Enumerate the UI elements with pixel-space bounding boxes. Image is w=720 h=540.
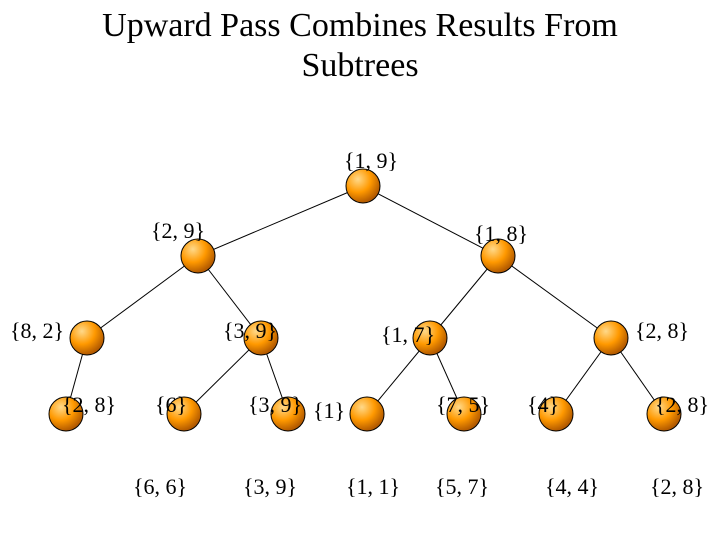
node-label: {4, 4} [545, 474, 599, 500]
node-label: {2, 8} [635, 318, 689, 344]
tree-node [350, 397, 384, 431]
node-label: {6, 6} [133, 474, 187, 500]
tree-node [181, 239, 215, 273]
tree-edge [498, 256, 611, 338]
node-label: {1} [313, 398, 345, 424]
node-label: {1, 7} [381, 322, 435, 348]
node-label: {1, 1} [346, 474, 400, 500]
tree-node [346, 169, 380, 203]
node-label: {3, 9} [243, 474, 297, 500]
node-label: {8, 2} [10, 318, 64, 344]
tree-node [70, 321, 104, 355]
node-label: {2, 9} [151, 218, 205, 244]
node-label: {6} [155, 392, 187, 418]
node-label: {5, 7} [435, 474, 489, 500]
node-label: {3, 9} [223, 318, 277, 344]
tree-diagram [0, 0, 720, 540]
node-label: {2, 8} [62, 392, 116, 418]
node-label: {1, 9} [344, 148, 398, 174]
node-label: {2, 8} [655, 392, 709, 418]
tree-edge [198, 186, 363, 256]
node-label: {2, 8} [650, 474, 704, 500]
node-label: {3, 9} [248, 392, 302, 418]
tree-node [594, 321, 628, 355]
tree-edge [87, 256, 198, 338]
node-label: {1, 8} [474, 221, 528, 247]
node-label: {7, 5} [436, 392, 490, 418]
node-label: {4} [527, 392, 559, 418]
